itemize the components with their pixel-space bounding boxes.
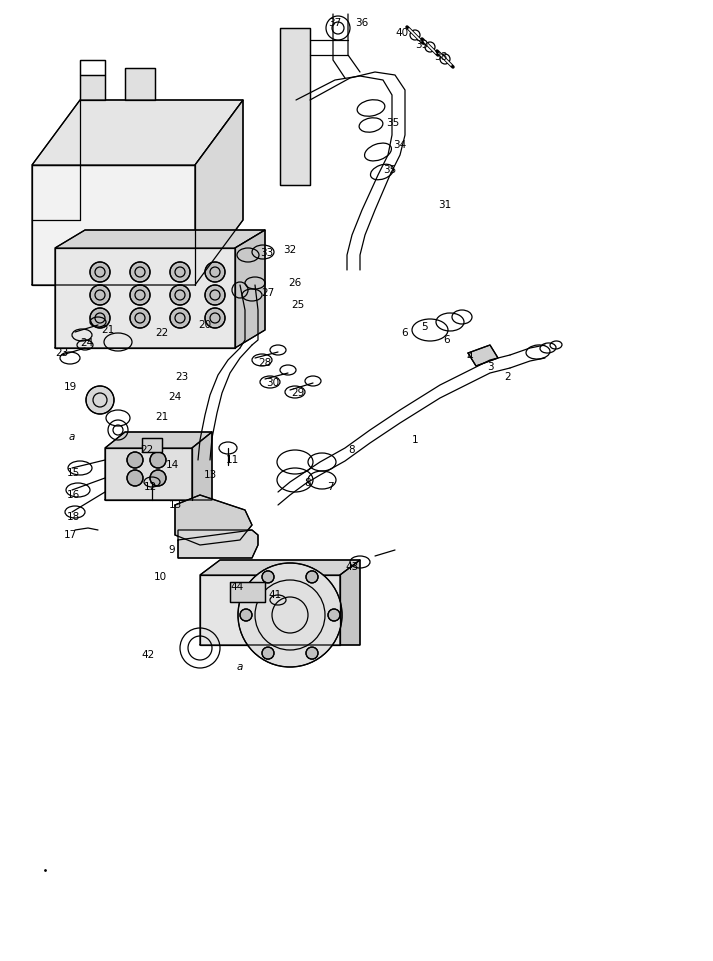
Circle shape [306,647,318,659]
Circle shape [86,386,114,414]
Text: 8: 8 [304,478,312,488]
Circle shape [150,452,166,468]
Text: 40: 40 [396,28,409,38]
Text: 28: 28 [258,358,272,368]
Bar [230,582,265,602]
Polygon shape [80,75,105,100]
Circle shape [205,262,225,282]
Text: 17: 17 [63,530,76,540]
Text: 39: 39 [416,40,429,50]
Text: 11: 11 [225,455,239,465]
Text: 23: 23 [56,348,68,358]
Text: 18: 18 [66,512,80,522]
Text: 2: 2 [505,372,511,382]
Circle shape [240,609,252,621]
Text: 9: 9 [169,545,175,555]
Text: 42: 42 [141,650,155,660]
Circle shape [90,285,110,305]
Polygon shape [105,448,192,500]
Polygon shape [32,100,243,165]
Text: 30: 30 [267,378,279,388]
Text: 32: 32 [283,245,297,255]
Circle shape [262,571,274,583]
Polygon shape [235,230,265,348]
Circle shape [262,647,274,659]
Circle shape [328,609,340,621]
Polygon shape [468,345,498,366]
Text: 5: 5 [421,322,429,332]
Circle shape [306,571,318,583]
Text: 24: 24 [81,338,93,348]
Circle shape [170,285,190,305]
Text: 21: 21 [155,412,169,422]
Text: 13: 13 [168,500,182,510]
Text: 37: 37 [329,18,342,28]
Circle shape [130,285,150,305]
Text: 41: 41 [268,590,282,600]
Circle shape [205,285,225,305]
Text: 36: 36 [355,18,369,28]
Polygon shape [175,495,252,545]
Text: 19: 19 [63,382,76,392]
Text: 34: 34 [394,140,406,150]
Polygon shape [32,165,195,285]
Polygon shape [192,432,212,500]
Circle shape [90,262,110,282]
Circle shape [170,262,190,282]
Text: 22: 22 [155,328,169,338]
Text: 16: 16 [66,490,80,500]
Polygon shape [195,100,243,285]
Text: 3: 3 [487,362,493,372]
Text: 15: 15 [66,468,80,478]
Text: 21: 21 [101,325,115,335]
Circle shape [238,563,342,667]
Text: 25: 25 [292,300,304,310]
Circle shape [90,308,110,328]
Circle shape [150,470,166,486]
Circle shape [127,470,143,486]
Circle shape [130,262,150,282]
Text: a: a [69,432,75,442]
Text: 29: 29 [292,388,304,398]
Polygon shape [178,530,258,558]
Polygon shape [55,248,235,348]
Polygon shape [200,560,360,575]
Text: 7: 7 [327,482,333,492]
Text: 33: 33 [260,248,274,258]
Polygon shape [125,68,155,100]
Text: 4: 4 [467,352,473,362]
Circle shape [170,308,190,328]
Text: 38: 38 [434,52,448,62]
Circle shape [130,308,150,328]
Text: 10: 10 [153,572,167,582]
Polygon shape [105,432,212,448]
Text: 6: 6 [443,335,451,345]
Text: 14: 14 [165,460,179,470]
Text: a: a [237,662,243,672]
Text: 12: 12 [143,482,157,492]
Text: 6: 6 [401,328,409,338]
Text: 44: 44 [230,582,244,592]
Text: 26: 26 [288,278,302,288]
Text: 20: 20 [198,320,212,330]
Text: 13: 13 [203,470,217,480]
Text: 31: 31 [438,200,451,210]
Text: 22: 22 [140,445,153,455]
Polygon shape [340,560,360,645]
Text: 35: 35 [386,118,399,128]
Polygon shape [200,575,340,645]
Text: 35: 35 [384,165,396,175]
Circle shape [205,308,225,328]
Text: 23: 23 [175,372,189,382]
Polygon shape [55,230,265,248]
Text: 43: 43 [345,562,359,572]
Text: 8: 8 [349,445,355,455]
Text: 24: 24 [168,392,182,402]
Text: 27: 27 [262,288,275,298]
Polygon shape [280,28,310,185]
Bar [142,438,162,452]
Text: 1: 1 [411,435,419,445]
Circle shape [127,452,143,468]
